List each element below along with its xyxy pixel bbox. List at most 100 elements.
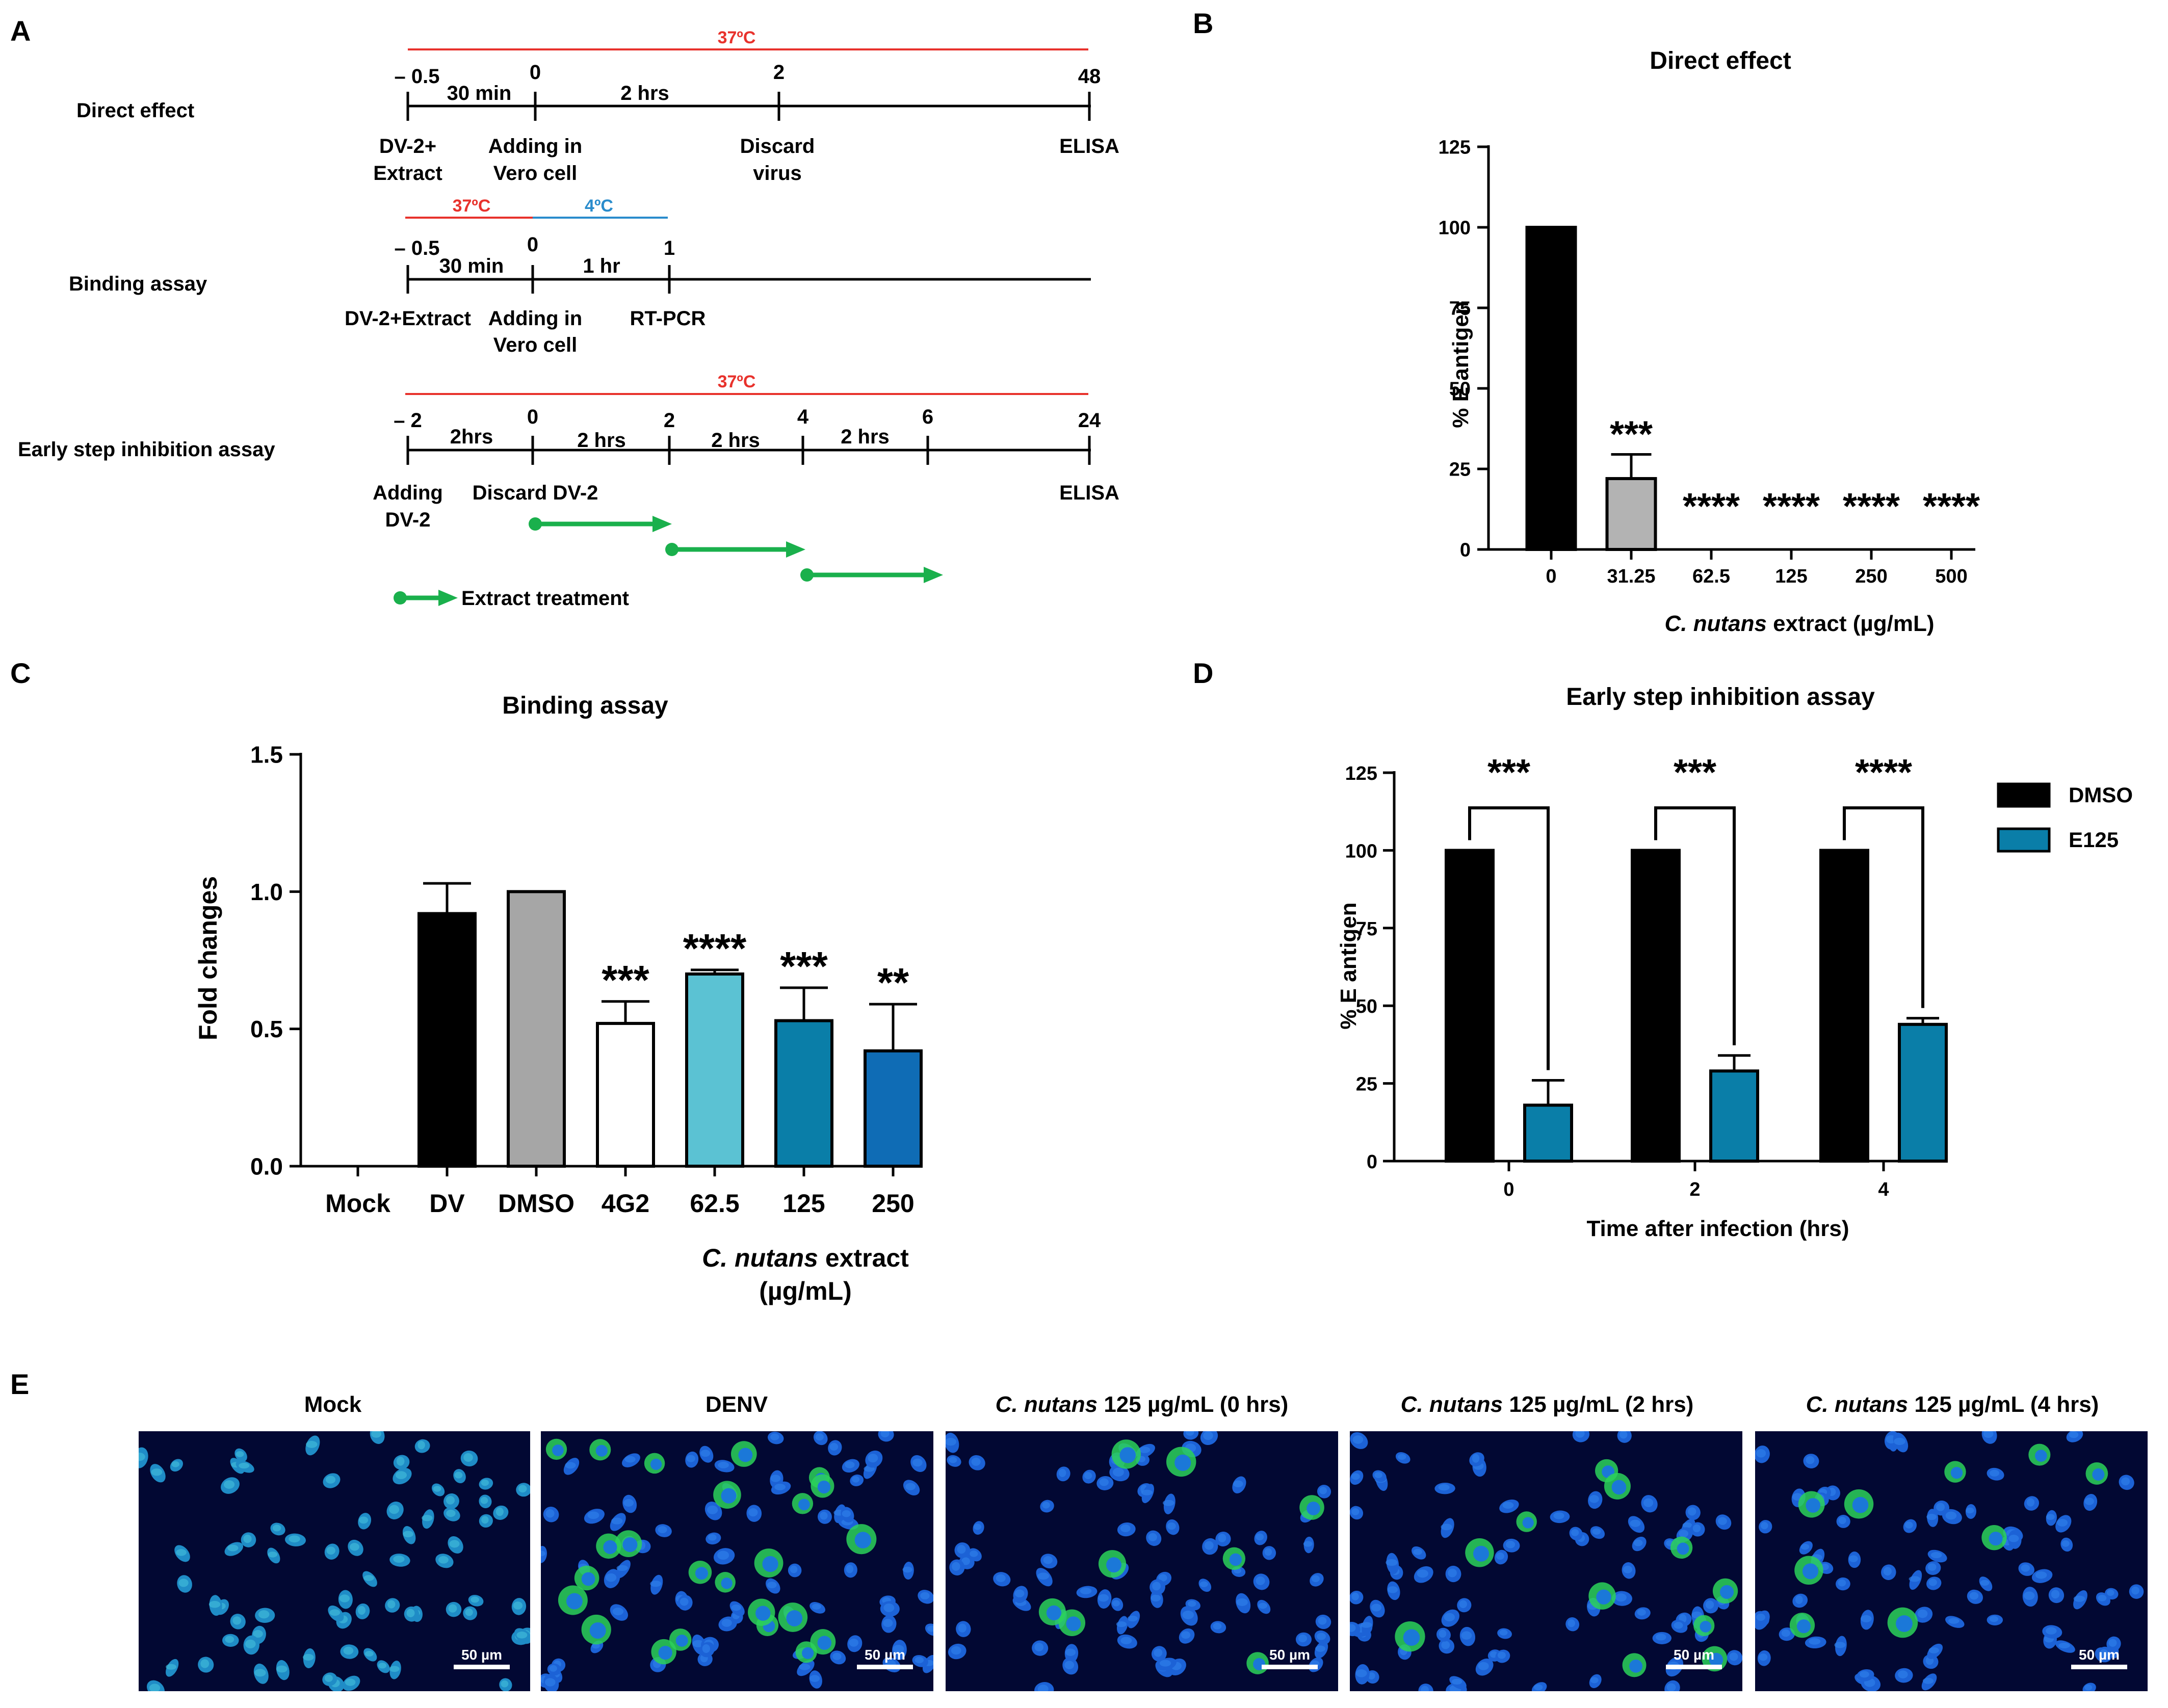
- chart-d-bar-E125-2: [1709, 1069, 1759, 1163]
- chart-d-significance: ****: [1855, 752, 1912, 793]
- chart-c-x-tick-label: 4G2: [602, 1189, 650, 1218]
- image-title-4hrs: C. nutans 125 µg/mL (4 hrs): [1806, 1392, 2099, 1417]
- chart-d-significance-bracket: [1654, 806, 1736, 1045]
- scale-bar-label: 50 µm: [2079, 1647, 2120, 1663]
- chart-b-significance: ****: [1843, 486, 1900, 527]
- chart-d-x-tick-label: 2: [1689, 1179, 1700, 1200]
- early-step: DV-2: [385, 509, 431, 531]
- chart-d-bar-E125-0: [1523, 1103, 1573, 1163]
- direct-effect-row-label: Direct effect: [76, 99, 194, 122]
- image-title-0hrs: C. nutans 125 µg/mL (0 hrs): [996, 1392, 1289, 1417]
- early-step: Discard DV-2: [473, 482, 598, 504]
- image-title-denv: DENV: [706, 1392, 768, 1417]
- chart-b-y-tick-label: 50: [1449, 379, 1471, 400]
- chart-b-y-tick-label: 0: [1460, 540, 1471, 561]
- image-title-mock: Mock: [304, 1392, 362, 1417]
- micrograph-denv: 50 µm: [541, 1431, 933, 1691]
- chart-d-bar-DMSO-0: [1445, 849, 1495, 1163]
- direct-effect-step: Vero cell: [493, 162, 578, 185]
- binding-step: RT-PCR: [630, 307, 706, 330]
- chart-b-significance: ****: [1923, 486, 1980, 527]
- panel-e-titles: Mock DENV C. nutans 125 µg/mL (0 hrs) C.…: [304, 1392, 2099, 1417]
- chart-c-xlabel: C. nutans extract: [702, 1244, 909, 1272]
- chart-early-step: Early step inhibition assay % E antigen …: [1336, 684, 2133, 1241]
- scale-bar: [1262, 1665, 1318, 1669]
- binding-tick-1: 0: [527, 233, 538, 256]
- binding-temp-label-37: 37ºC: [453, 196, 491, 216]
- chart-c-y-tick-label: 0.5: [250, 1016, 283, 1042]
- binding-step: Vero cell: [493, 334, 578, 356]
- scale-bar-label: 50 µm: [461, 1647, 502, 1663]
- chart-b-bar-0: [1525, 226, 1577, 551]
- chart-c-bar-125: [774, 1019, 833, 1168]
- chart-b-title: Direct effect: [1650, 47, 1791, 74]
- direct-effect-step: Discard: [740, 135, 815, 157]
- chart-d-significance-bracket: [1843, 806, 1924, 1008]
- chart-d-legend-swatch-E125: [1997, 827, 2051, 853]
- chart-b-x-tick-label: 500: [1935, 566, 1967, 587]
- treatment-arrows: [394, 516, 943, 606]
- chart-b-significance: ***: [1610, 414, 1653, 455]
- binding-duration-0: 30 min: [439, 255, 504, 277]
- micrograph-0hrs: 50 µm: [946, 1431, 1338, 1691]
- early-step-row-label: Early step inhibition assay: [18, 438, 275, 461]
- chart-b-x-tick-label: 62.5: [1692, 566, 1730, 587]
- chart-d-significance-bracket: [1468, 806, 1550, 1070]
- chart-b-y-tick-label: 25: [1449, 459, 1471, 481]
- direct-effect-tick-3: 48: [1078, 65, 1101, 88]
- chart-c-x-tick-label: 250: [872, 1189, 914, 1218]
- chart-c-x-tick-label: DV: [429, 1189, 465, 1218]
- direct-effect-tick-0: – 0.5: [395, 65, 440, 88]
- early-tick-4: 6: [922, 406, 933, 428]
- chart-c-y-tick-label: 1.0: [250, 879, 283, 905]
- direct-effect-duration-1: 2 hrs: [620, 82, 669, 104]
- chart-c-significance: ****: [683, 926, 747, 971]
- chart-d-title: Early step inhibition assay: [1566, 684, 1875, 711]
- scale-bar: [454, 1665, 510, 1669]
- chart-d-y-tick-label: 50: [1356, 996, 1377, 1017]
- chart-c-y-tick-label: 1.5: [250, 742, 283, 768]
- chart-c-significance: ***: [602, 957, 649, 1003]
- early-tick-1: 0: [527, 406, 538, 428]
- chart-b-xlabel: C. nutans extract (µg/mL): [1665, 611, 1935, 636]
- direct-effect-step: virus: [753, 162, 802, 185]
- chart-d-ylabel: % E antigen: [1336, 902, 1361, 1029]
- direct-effect-step: ELISA: [1059, 135, 1119, 157]
- chart-c-bar-250: [864, 1049, 923, 1168]
- chart-c-bar-DMSO: [507, 890, 566, 1168]
- early-temp-label: 37ºC: [718, 372, 756, 391]
- chart-b-y-tick-label: 100: [1439, 218, 1471, 239]
- direct-effect-step: Extract: [373, 162, 442, 185]
- binding-tick-0: – 0.5: [395, 237, 440, 259]
- image-title-2hrs: C. nutans 125 µg/mL (2 hrs): [1401, 1392, 1694, 1417]
- scale-bar: [2071, 1665, 2127, 1669]
- chart-c-ylabel: Fold changes: [194, 876, 222, 1040]
- scale-bar: [1666, 1665, 1722, 1669]
- binding-temp-label-4: 4ºC: [585, 196, 613, 216]
- chart-c-significance: ***: [780, 943, 828, 989]
- early-duration-2: 2 hrs: [711, 429, 760, 452]
- scale-bar-label: 50 µm: [1269, 1647, 1310, 1663]
- direct-effect-tick-2: 2: [773, 61, 785, 84]
- direct-effect-step: DV-2+: [379, 135, 436, 157]
- early-step: ELISA: [1059, 482, 1119, 504]
- early-tick-5: 24: [1078, 409, 1101, 432]
- early-duration-3: 2 hrs: [841, 426, 890, 448]
- chart-b-significance: ****: [1683, 486, 1740, 527]
- direct-effect-step: Adding in: [488, 135, 582, 157]
- chart-c-x-tick-label: Mock: [325, 1189, 390, 1218]
- direct-effect-temp-label: 37ºC: [718, 28, 756, 47]
- panel-label-c: C: [10, 657, 31, 689]
- binding-step: Adding in: [488, 307, 582, 330]
- early-step: Adding: [373, 482, 443, 504]
- chart-d-x-tick-label: 0: [1503, 1179, 1514, 1200]
- chart-b-x-tick-label: 0: [1546, 566, 1556, 587]
- binding-assay-row-label: Binding assay: [69, 273, 207, 295]
- chart-b-y-tick-label: 125: [1439, 137, 1471, 159]
- chart-b-y-tick-label: 75: [1449, 298, 1471, 320]
- chart-d-y-tick-label: 0: [1367, 1151, 1377, 1173]
- chart-c-x-tick-label: 125: [782, 1189, 825, 1218]
- chart-binding-assay: Binding assay Fold changes C. nutans ext…: [194, 692, 923, 1305]
- chart-c-y-tick-label: 0.0: [250, 1153, 283, 1180]
